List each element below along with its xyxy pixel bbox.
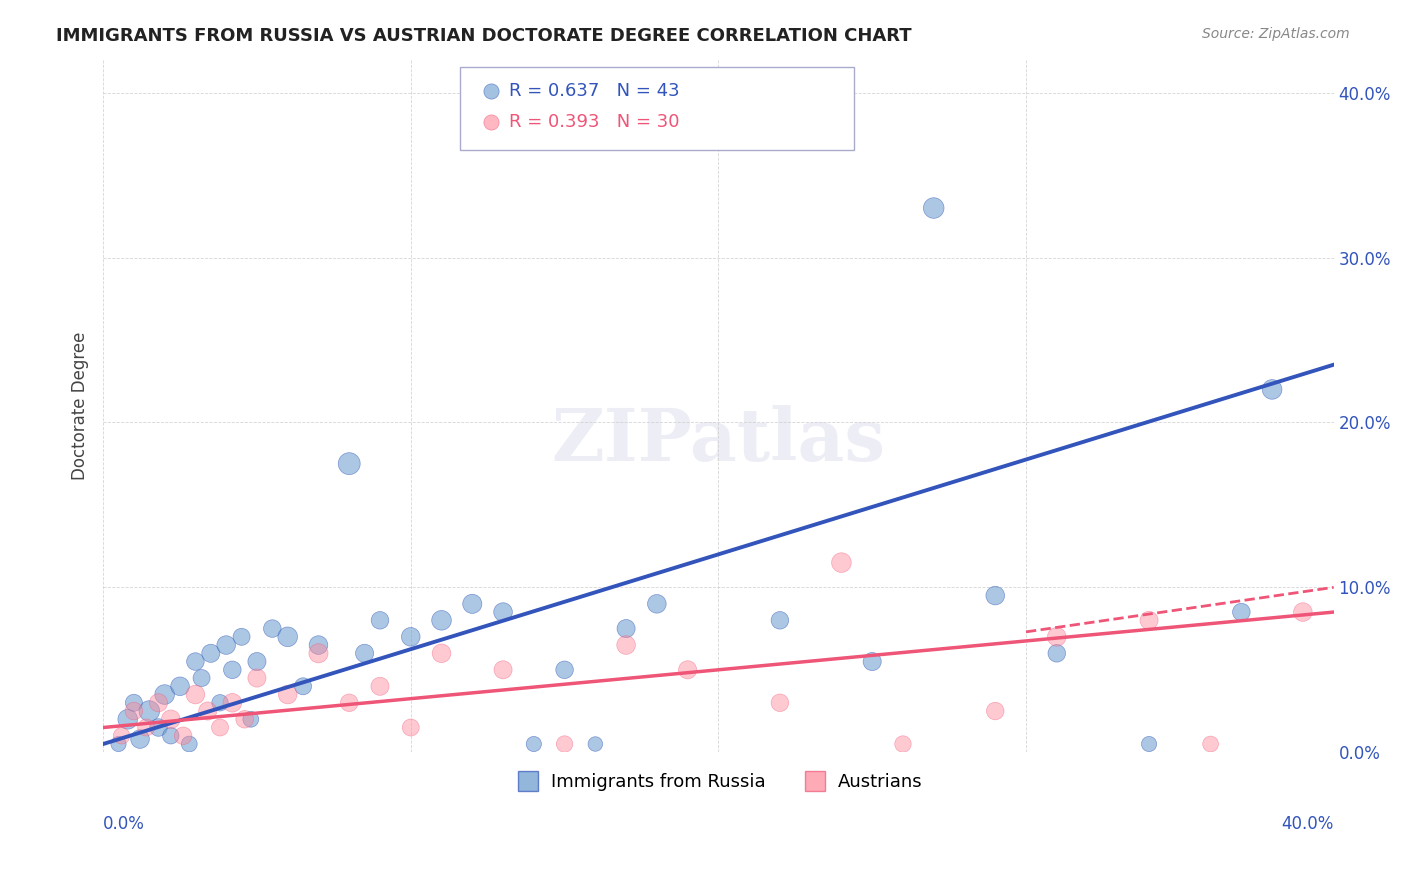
Point: [159, 712, 181, 726]
Point: [1046, 630, 1069, 644]
Text: IMMIGRANTS FROM RUSSIA VS AUSTRIAN DOCTORATE DEGREE CORRELATION CHART: IMMIGRANTS FROM RUSSIA VS AUSTRIAN DOCTO…: [56, 27, 912, 45]
Point: [308, 646, 330, 660]
Point: [246, 671, 269, 685]
Point: [122, 696, 145, 710]
Point: [830, 556, 852, 570]
Point: [246, 655, 269, 669]
Point: [221, 696, 243, 710]
Point: [148, 696, 170, 710]
Point: [107, 737, 129, 751]
FancyBboxPatch shape: [460, 67, 853, 150]
Point: [1261, 383, 1284, 397]
Point: [1292, 605, 1315, 619]
Point: [1137, 737, 1160, 751]
Point: [184, 688, 207, 702]
Point: [430, 646, 453, 660]
Point: [231, 630, 253, 644]
Point: [308, 638, 330, 652]
Point: [1199, 737, 1222, 751]
Point: [492, 605, 515, 619]
Point: [172, 729, 194, 743]
Point: [129, 732, 152, 747]
Point: [135, 721, 157, 735]
Point: [860, 655, 883, 669]
Point: [337, 696, 360, 710]
Point: [233, 712, 256, 726]
Point: [208, 696, 231, 710]
Text: ZIPatlas: ZIPatlas: [551, 405, 886, 476]
Point: [159, 729, 181, 743]
Point: [239, 712, 262, 726]
Y-axis label: Doctorate Degree: Doctorate Degree: [72, 332, 89, 480]
Point: [184, 655, 207, 669]
Point: [292, 679, 315, 693]
Point: [984, 704, 1007, 718]
Point: [200, 646, 222, 660]
Text: R = 0.637   N = 43: R = 0.637 N = 43: [509, 82, 681, 100]
Point: [148, 721, 170, 735]
Point: [554, 663, 576, 677]
Text: 0.0%: 0.0%: [103, 815, 145, 833]
Point: [169, 679, 191, 693]
Point: [583, 737, 606, 751]
Point: [277, 630, 299, 644]
Point: [277, 688, 299, 702]
Point: [368, 613, 391, 627]
Text: 40.0%: 40.0%: [1281, 815, 1334, 833]
Point: [221, 663, 243, 677]
Point: [110, 729, 132, 743]
Point: [353, 646, 375, 660]
Point: [492, 663, 515, 677]
Point: [676, 663, 699, 677]
Point: [523, 737, 546, 751]
Point: [554, 737, 576, 751]
Point: [922, 201, 945, 215]
Point: [179, 737, 201, 751]
Point: [153, 688, 176, 702]
Point: [215, 638, 238, 652]
Point: [138, 704, 160, 718]
Point: [197, 704, 219, 718]
Text: R = 0.393   N = 30: R = 0.393 N = 30: [509, 113, 679, 131]
Point: [1137, 613, 1160, 627]
Point: [614, 622, 637, 636]
Point: [461, 597, 484, 611]
Point: [399, 721, 422, 735]
Point: [368, 679, 391, 693]
Point: [891, 737, 914, 751]
Point: [984, 589, 1007, 603]
Legend: Immigrants from Russia, Austrians: Immigrants from Russia, Austrians: [508, 766, 929, 798]
Point: [208, 721, 231, 735]
Point: [769, 613, 792, 627]
Point: [399, 630, 422, 644]
Point: [645, 597, 668, 611]
Point: [122, 704, 145, 718]
Point: [430, 613, 453, 627]
Point: [337, 457, 360, 471]
Point: [262, 622, 284, 636]
Point: [117, 712, 139, 726]
Point: [1230, 605, 1253, 619]
Point: [614, 638, 637, 652]
Point: [1046, 646, 1069, 660]
Point: [769, 696, 792, 710]
Text: Source: ZipAtlas.com: Source: ZipAtlas.com: [1202, 27, 1350, 41]
Point: [190, 671, 212, 685]
